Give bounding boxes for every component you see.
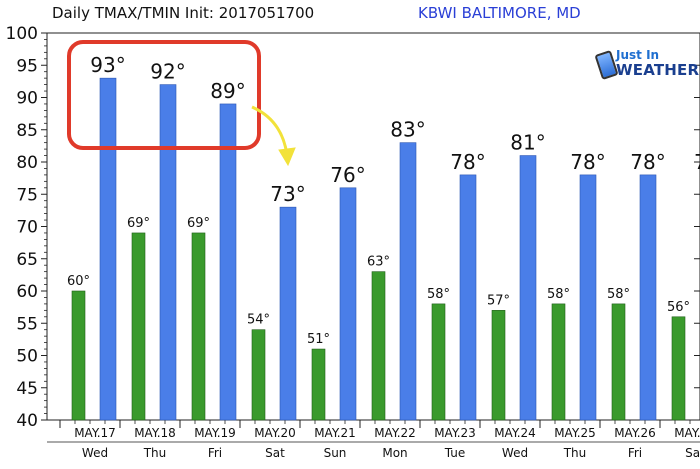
tmax-label-partial: 7 xyxy=(694,150,700,174)
data-labels: 60° 93° 69° 92° 69° 89° 54° 73° 51° 76° 63° 83° 58° 7… xyxy=(67,53,700,347)
tmin-bar xyxy=(611,303,626,421)
y-tick-label: 40 xyxy=(16,411,38,431)
tmin-label: 58° xyxy=(427,287,450,302)
tmin-label: 58° xyxy=(547,287,570,302)
tmin-bar xyxy=(191,232,206,421)
tmin-bar xyxy=(671,316,686,421)
tmin-label: 58° xyxy=(607,287,630,302)
y-tick-label: 60 xyxy=(16,282,38,302)
highlight-box xyxy=(67,40,261,150)
tmax-label: 78° xyxy=(570,150,605,174)
tmax-bar xyxy=(99,77,117,421)
tmax-bar xyxy=(639,174,657,421)
tmin-bar xyxy=(431,303,446,421)
tmax-label: 73° xyxy=(270,182,305,206)
tmin-label: 69° xyxy=(187,216,210,231)
tmax-label: 83° xyxy=(390,118,425,142)
x-day-label: Sun xyxy=(324,446,347,460)
y-tick-label: 100 xyxy=(6,24,38,44)
tmin-label: 60° xyxy=(67,274,90,289)
y-tick-label: 45 xyxy=(16,379,38,399)
x-day-label: Sat xyxy=(685,446,700,460)
x-tick-label: MAY.21 xyxy=(314,426,356,440)
x-tick-label: MAY.23 xyxy=(434,426,476,440)
x-day-label: Thu xyxy=(143,446,167,460)
y-tick-label: 95 xyxy=(16,56,38,76)
x-tick-label: MAY.20 xyxy=(254,426,296,440)
x-tick-label: MAY.27 xyxy=(674,426,700,440)
x-tick-label: MAY.26 xyxy=(614,426,656,440)
x-tick-label: MAY.22 xyxy=(374,426,416,440)
tmin-label: 51° xyxy=(307,332,330,347)
x-day-label: Wed xyxy=(502,446,528,460)
tmin-label: 56° xyxy=(667,300,690,315)
y-tick-label: 65 xyxy=(16,250,38,270)
x-tick-label: MAY.17 xyxy=(74,426,116,440)
tmax-label: 78° xyxy=(630,150,665,174)
x-day-label: Tue xyxy=(444,446,466,460)
x-tick-label: MAY.24 xyxy=(494,426,536,440)
annotation-arrow-head xyxy=(278,147,296,167)
tmin-bar xyxy=(551,303,566,421)
tmax-bar xyxy=(219,103,237,421)
axes: 40 45 50 55 60 65 70 75 80 85 90 95 100 MAY.17 Wed MAY.… xyxy=(6,24,700,460)
logo-text-top: Just In xyxy=(616,48,660,62)
x-day-label: Thu xyxy=(563,446,587,460)
y-tick-label: 55 xyxy=(16,314,38,334)
tmax-bar xyxy=(579,174,597,421)
bars xyxy=(71,77,686,421)
tmax-label: 89° xyxy=(210,79,245,103)
tmax-label: 92° xyxy=(150,60,185,84)
tmin-bar xyxy=(131,232,146,421)
tmax-bar xyxy=(279,206,297,421)
tmin-bar xyxy=(371,271,386,421)
x-day-label: Sat xyxy=(265,446,285,460)
tmax-bar xyxy=(519,155,537,421)
y-tick-label: 70 xyxy=(16,218,38,238)
tmin-bar xyxy=(491,310,506,421)
tmin-label: 57° xyxy=(487,293,510,308)
phone-icon xyxy=(594,50,619,80)
x-day-label: Fri xyxy=(628,446,642,460)
x-tick-label: MAY.25 xyxy=(554,426,596,440)
tmin-bar xyxy=(311,348,326,421)
x-tick-label: MAY.19 xyxy=(194,426,236,440)
x-day-label: Wed xyxy=(82,446,108,460)
logo-text-bottom: WEATHER xyxy=(616,61,700,79)
station-title: KBWI BALTIMORE, MD xyxy=(418,4,581,22)
chart-title: Daily TMAX/TMIN Init: 2017051700 xyxy=(52,4,315,22)
tmin-bar xyxy=(251,329,266,421)
tmax-label: 78° xyxy=(450,150,485,174)
tmin-label: 63° xyxy=(367,255,390,270)
x-day-label: Fri xyxy=(208,446,222,460)
tmax-label: 93° xyxy=(90,53,125,77)
tmin-label: 69° xyxy=(127,216,150,231)
annotations xyxy=(67,40,296,167)
tmax-bar xyxy=(159,84,177,421)
tmax-bar xyxy=(399,142,417,421)
tmax-label: 76° xyxy=(330,163,365,187)
y-tick-label: 85 xyxy=(16,121,38,141)
tmin-label: 54° xyxy=(247,313,270,328)
tmax-bar xyxy=(339,187,357,421)
x-day-label: Mon xyxy=(382,446,407,460)
tmin-bar xyxy=(71,290,86,421)
brand-logo: Just In WEATHER xyxy=(594,48,699,82)
y-tick-label: 50 xyxy=(16,347,38,367)
y-tick-label: 75 xyxy=(16,185,38,205)
y-tick-label: 80 xyxy=(16,153,38,173)
tmax-label: 81° xyxy=(510,131,545,155)
x-tick-label: MAY.18 xyxy=(134,426,176,440)
y-tick-label: 90 xyxy=(16,89,38,109)
tmax-bar xyxy=(459,174,477,421)
